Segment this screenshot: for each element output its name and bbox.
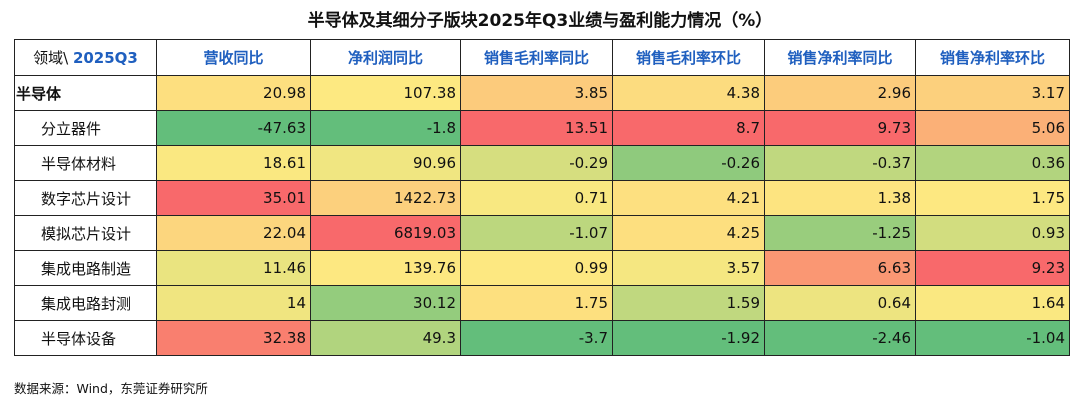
heatmap-cell: 49.3 [310, 320, 461, 356]
corner-header: 领域\ 2025Q3 [14, 39, 157, 76]
heatmap-cell: 20.98 [156, 75, 311, 111]
column-header: 销售净利率同比 [764, 39, 916, 76]
heatmap-cell: 6819.03 [310, 215, 461, 251]
heatmap-cell: 0.93 [915, 215, 1070, 251]
heatmap-table: 领域\ 2025Q3 营收同比 净利润同比 销售毛利率同比 销售毛利率环比 销售… [14, 39, 1070, 356]
heatmap-cell: 1.59 [612, 285, 765, 321]
row-label: 数字芯片设计 [14, 180, 157, 216]
row-label: 集成电路制造 [14, 250, 157, 286]
heatmap-cell: 5.06 [915, 110, 1070, 146]
table-row: 半导体 20.98 107.38 3.85 4.38 2.96 3.17 [14, 75, 1070, 111]
table-row: 集成电路封测 14 30.12 1.75 1.59 0.64 1.64 [14, 285, 1070, 321]
column-header: 营收同比 [156, 39, 311, 76]
heatmap-cell: 13.51 [460, 110, 613, 146]
heatmap-cell: -1.07 [460, 215, 613, 251]
column-header: 销售净利率环比 [915, 39, 1070, 76]
heatmap-cell: 4.25 [612, 215, 765, 251]
heatmap-table-wrapper: 领域\ 2025Q3 营收同比 净利润同比 销售毛利率同比 销售毛利率环比 销售… [14, 39, 1070, 356]
heatmap-cell: 107.38 [310, 75, 461, 111]
corner-header-period: 2025Q3 [72, 49, 138, 67]
source-note: 数据来源：Wind，东莞证券研究所 [14, 381, 208, 396]
heatmap-cell: -1.25 [764, 215, 916, 251]
heatmap-cell: 14 [156, 285, 311, 321]
heatmap-cell: 0.64 [764, 285, 916, 321]
heatmap-cell: 3.57 [612, 250, 765, 286]
row-label: 分立器件 [14, 110, 157, 146]
row-label: 半导体 [14, 75, 157, 111]
heatmap-cell: 90.96 [310, 145, 461, 181]
heatmap-cell: 6.63 [764, 250, 916, 286]
table-row: 半导体材料 18.61 90.96 -0.29 -0.26 -0.37 0.36 [14, 145, 1070, 181]
table-row: 数字芯片设计 35.01 1422.73 0.71 4.21 1.38 1.75 [14, 180, 1070, 216]
table-row: 模拟芯片设计 22.04 6819.03 -1.07 4.25 -1.25 0.93 [14, 215, 1070, 251]
row-label: 半导体设备 [14, 320, 157, 356]
chart-title: 半导体及其细分子版块2025年Q3业绩与盈利能力情况（%） [307, 11, 773, 31]
heatmap-cell: 4.38 [612, 75, 765, 111]
heatmap-cell: -0.37 [764, 145, 916, 181]
heatmap-cell: 3.17 [915, 75, 1070, 111]
heatmap-cell: 30.12 [310, 285, 461, 321]
heatmap-cell: 22.04 [156, 215, 311, 251]
heatmap-cell: -0.29 [460, 145, 613, 181]
heatmap-cell: 1.38 [764, 180, 916, 216]
table-row: 半导体设备 32.38 49.3 -3.7 -1.92 -2.46 -1.04 [14, 320, 1070, 356]
column-header: 销售毛利率环比 [612, 39, 765, 76]
heatmap-body: 半导体 20.98 107.38 3.85 4.38 2.96 3.17 分立器件 -47.63… [14, 75, 1070, 356]
heatmap-cell: -2.46 [764, 320, 916, 356]
heatmap-cell: 8.7 [612, 110, 765, 146]
heatmap-cell: -1.8 [310, 110, 461, 146]
table-row: 集成电路制造 11.46 139.76 0.99 3.57 6.63 9.23 [14, 250, 1070, 286]
row-label: 模拟芯片设计 [14, 215, 157, 251]
row-label: 半导体材料 [14, 145, 157, 181]
heatmap-cell: 4.21 [612, 180, 765, 216]
heatmap-cell: 1422.73 [310, 180, 461, 216]
heatmap-cell: -0.26 [612, 145, 765, 181]
heatmap-cell: -1.04 [915, 320, 1070, 356]
heatmap-cell: 2.96 [764, 75, 916, 111]
row-label: 集成电路封测 [14, 285, 157, 321]
heatmap-cell: 0.36 [915, 145, 1070, 181]
column-header: 销售毛利率同比 [460, 39, 613, 76]
heatmap-cell: 1.75 [915, 180, 1070, 216]
heatmap-cell: 9.73 [764, 110, 916, 146]
heatmap-cell: 18.61 [156, 145, 311, 181]
header-row: 领域\ 2025Q3 营收同比 净利润同比 销售毛利率同比 销售毛利率环比 销售… [14, 39, 1070, 76]
heatmap-cell: -3.7 [460, 320, 613, 356]
heatmap-cell: 32.38 [156, 320, 311, 356]
heatmap-cell: -47.63 [156, 110, 311, 146]
heatmap-cell: 9.23 [915, 250, 1070, 286]
corner-header-domain: 领域\ [33, 49, 73, 67]
table-row: 分立器件 -47.63 -1.8 13.51 8.7 9.73 5.06 [14, 110, 1070, 146]
heatmap-cell: -1.92 [612, 320, 765, 356]
heatmap-cell: 1.75 [460, 285, 613, 321]
heatmap-cell: 11.46 [156, 250, 311, 286]
column-header: 净利润同比 [310, 39, 461, 76]
heatmap-cell: 1.64 [915, 285, 1070, 321]
heatmap-cell: 3.85 [460, 75, 613, 111]
heatmap-cell: 35.01 [156, 180, 311, 216]
heatmap-cell: 0.71 [460, 180, 613, 216]
heatmap-cell: 0.99 [460, 250, 613, 286]
heatmap-cell: 139.76 [310, 250, 461, 286]
